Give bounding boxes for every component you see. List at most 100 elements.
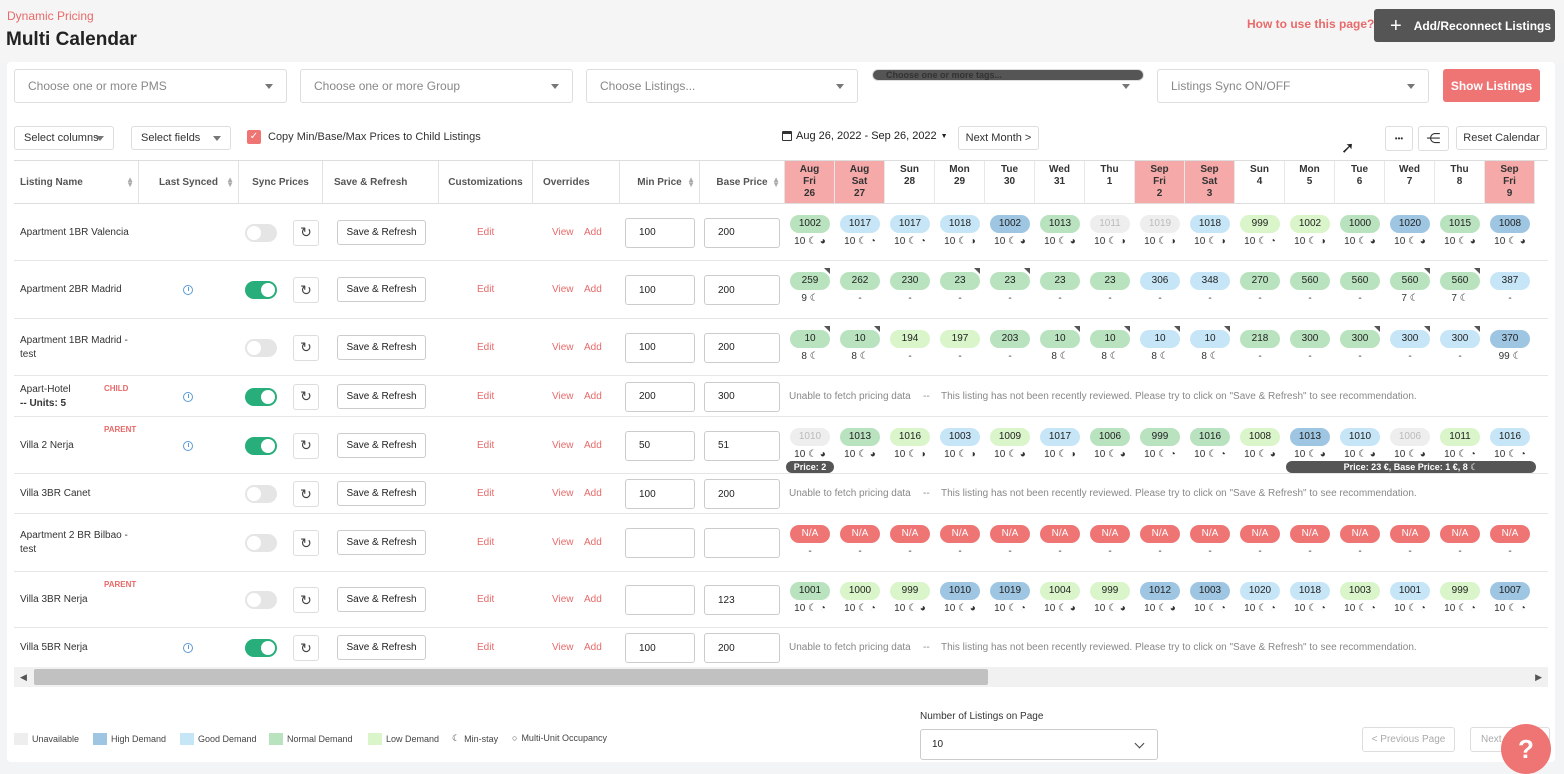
price-pill[interactable]: N/A [890,525,930,543]
listing-name[interactable]: Villa 5BR Nerja [20,634,130,662]
save-refresh-button[interactable]: Save & Refresh [337,635,426,660]
date-header[interactable]: Wed 31 [1035,161,1085,204]
price-pill[interactable]: N/A [1090,525,1130,543]
view-overrides-link[interactable]: View [552,341,574,353]
scroll-left-icon[interactable]: ◀ [20,672,27,682]
sync-prices-toggle[interactable] [245,639,277,657]
price-pill[interactable]: 1006 [1090,427,1130,446]
date-header[interactable]: Tue 30 [985,161,1035,204]
listing-name[interactable]: Villa 3BR Nerja [20,586,130,614]
price-pill[interactable]: 10 [1140,325,1180,348]
price-pill[interactable]: 218 [1240,329,1280,348]
price-pill[interactable]: 197 [940,329,980,348]
breadcrumb[interactable]: Dynamic Pricing [7,9,94,23]
price-pill[interactable]: 560 [1290,272,1330,290]
price-pill[interactable]: 300 [1290,329,1330,348]
price-pill[interactable]: 1009 [990,427,1030,446]
price-pill[interactable]: 270 [1240,272,1280,290]
edit-customizations-link[interactable]: Edit [477,341,495,353]
edit-customizations-link[interactable]: Edit [477,537,495,548]
price-pill[interactable]: 1001 [1390,582,1430,600]
date-range-picker[interactable]: Aug 26, 2022 - Sep 26, 2022 ▼ [782,130,948,142]
edit-customizations-link[interactable]: Edit [477,390,495,402]
last-synced-header[interactable]: Last Synced ▲ ▼ [139,161,239,204]
price-pill[interactable]: 1018 [940,214,980,233]
base-price-input[interactable] [704,528,780,558]
refresh-icon[interactable]: ↻ [293,277,319,303]
date-header[interactable]: Wed 7 [1385,161,1435,204]
sync-prices-toggle[interactable] [245,436,277,455]
save-refresh-button[interactable]: Save & Refresh [337,383,426,409]
price-pill[interactable]: N/A [1140,525,1180,543]
date-header[interactable]: Mon 29 [935,161,985,204]
listing-name[interactable]: Apartment 1BR Madrid - test [20,334,130,362]
min-price-header[interactable]: Min Price ▲ ▼ [620,161,700,204]
price-pill[interactable]: 1001 [790,582,830,600]
hierarchy-icon[interactable]: ⋲ [1418,126,1449,151]
base-price-header[interactable]: Base Price ▲ ▼ [700,161,785,204]
price-pill[interactable]: 23 [1040,272,1080,290]
add-override-link[interactable]: Add [584,488,602,499]
price-pill[interactable]: 1016 [1490,427,1530,446]
tags-filter[interactable]: Choose one or more tags... [872,69,1144,89]
save-refresh-button[interactable]: Save & Refresh [337,530,426,555]
base-price-input[interactable]: 123 [704,585,780,615]
price-pill[interactable]: 23 [1090,272,1130,290]
listings-per-page-select[interactable]: 10 [920,729,1158,760]
date-header[interactable]: Mon 5 [1285,161,1335,204]
price-pill[interactable]: 1020 [1240,582,1280,600]
view-overrides-link[interactable]: View [552,226,574,238]
view-overrides-link[interactable]: View [552,390,574,402]
price-pill[interactable]: N/A [1290,525,1330,543]
date-header[interactable]: Aug Sat 27 [835,161,885,204]
listing-name[interactable]: Apartment 2BR Madrid [20,276,130,304]
save-refresh-button[interactable]: Save & Refresh [337,587,426,612]
sync-prices-toggle[interactable] [245,534,277,552]
view-overrides-link[interactable]: View [552,642,574,653]
save-refresh-button[interactable]: Save & Refresh [337,219,426,245]
price-pill[interactable]: 1003 [940,427,980,446]
price-pill[interactable]: 10 [790,325,830,348]
price-pill[interactable]: 1015 [1440,214,1480,233]
price-pill[interactable]: N/A [1190,525,1230,543]
save-refresh-button[interactable]: Save & Refresh [337,481,426,506]
price-pill[interactable]: 10 [1190,325,1230,348]
price-pill[interactable]: N/A [940,525,980,543]
price-pill[interactable]: 1002 [990,214,1030,233]
min-price-input[interactable]: 100 [625,479,695,509]
price-pill[interactable]: 1018 [1290,582,1330,600]
price-pill[interactable]: 1003 [1190,582,1230,600]
price-pill[interactable]: 1013 [1290,427,1330,446]
price-pill[interactable]: 560 [1440,268,1480,290]
save-refresh-button[interactable]: Save & Refresh [337,432,426,458]
price-pill[interactable]: N/A [1040,525,1080,543]
min-price-input[interactable]: 50 [625,430,695,461]
base-price-input[interactable]: 300 [704,381,780,412]
min-price-input[interactable] [625,528,695,558]
date-header[interactable]: Thu 1 [1085,161,1135,204]
price-pill[interactable]: N/A [840,525,880,543]
refresh-icon[interactable]: ↻ [293,481,319,507]
price-pill[interactable]: 1010 [1340,427,1380,446]
sync-prices-toggle[interactable] [245,387,277,406]
edit-customizations-link[interactable]: Edit [477,439,495,451]
price-pill[interactable]: 370 [1490,329,1530,348]
price-pill[interactable]: 1020 [1390,214,1430,233]
price-pill[interactable]: 1017 [840,214,880,233]
save-refresh-button[interactable]: Save & Refresh [337,334,426,360]
price-pill[interactable]: 300 [1390,325,1430,348]
min-price-input[interactable]: 100 [625,332,695,363]
horizontal-scrollbar[interactable]: ◀ ▶ [14,667,1548,687]
select-columns-dropdown[interactable]: Select columns [14,126,114,150]
price-pill[interactable]: 1000 [840,582,880,600]
refresh-icon[interactable]: ↻ [293,587,319,613]
base-price-input[interactable]: 51 [704,430,780,461]
price-pill[interactable]: 300 [1440,325,1480,348]
listings-filter[interactable]: Choose Listings... [586,69,858,103]
view-overrides-link[interactable]: View [552,594,574,605]
refresh-icon[interactable]: ↻ [293,635,319,661]
add-override-link[interactable]: Add [584,341,602,353]
price-pill[interactable]: 1019 [1140,214,1180,233]
how-to-link[interactable]: How to use this page? [1247,17,1375,31]
sync-prices-toggle[interactable] [245,223,277,242]
